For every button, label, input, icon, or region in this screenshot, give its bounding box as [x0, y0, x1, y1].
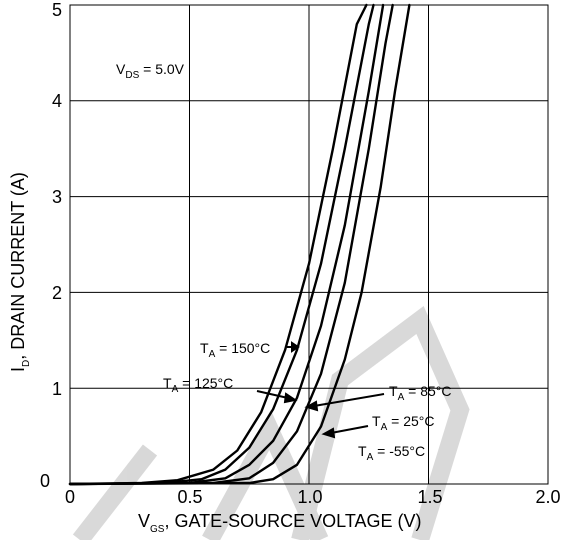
y-tick-1: 1 [52, 379, 62, 399]
arrow-25c [330, 425, 369, 434]
pointer-arrows [256, 341, 385, 439]
series-line-4 [68, 3, 411, 486]
x-tick-0: 0 [65, 487, 75, 507]
x-tick-1-5: 1.5 [417, 487, 442, 507]
series-line-3 [68, 3, 394, 486]
x-tick-1-0: 1.0 [297, 487, 322, 507]
x-tick-2-0: 2.0 [535, 487, 560, 507]
y-axis-label: ID, DRAIN CURRENT (A) [8, 172, 32, 372]
y-tick-2: 2 [52, 283, 62, 303]
y-tick-4: 4 [52, 91, 62, 111]
curves [68, 3, 411, 486]
x-tick-0-5: 0.5 [177, 487, 202, 507]
label-minus55c: TA = -55°C [358, 443, 425, 463]
label-85c: TA = 85°C [389, 383, 451, 403]
arrow-125c [256, 390, 289, 399]
vds-condition-label: VDS = 5.0V [116, 61, 185, 81]
label-150c: TA = 150°C [200, 340, 270, 360]
grid [69, 4, 549, 485]
y-tick-3: 3 [52, 187, 62, 207]
arrow-85c [313, 393, 385, 407]
arrow-85c-head [304, 400, 319, 412]
series-line-1 [68, 3, 375, 486]
label-25c: TA = 25°C [372, 413, 434, 433]
label-125c: TA = 125°C [163, 375, 233, 395]
series-line-2 [68, 3, 385, 486]
arrow-125c-head [283, 392, 298, 404]
y-tick-0: 0 [40, 471, 50, 491]
series-line-0 [68, 3, 368, 486]
x-axis-label: VGS, GATE-SOURCE VOLTAGE (V) [138, 511, 422, 535]
arrow-150c-head [291, 341, 300, 353]
y-tick-5: 5 [52, 0, 62, 20]
arrow-25c-head [321, 427, 336, 439]
